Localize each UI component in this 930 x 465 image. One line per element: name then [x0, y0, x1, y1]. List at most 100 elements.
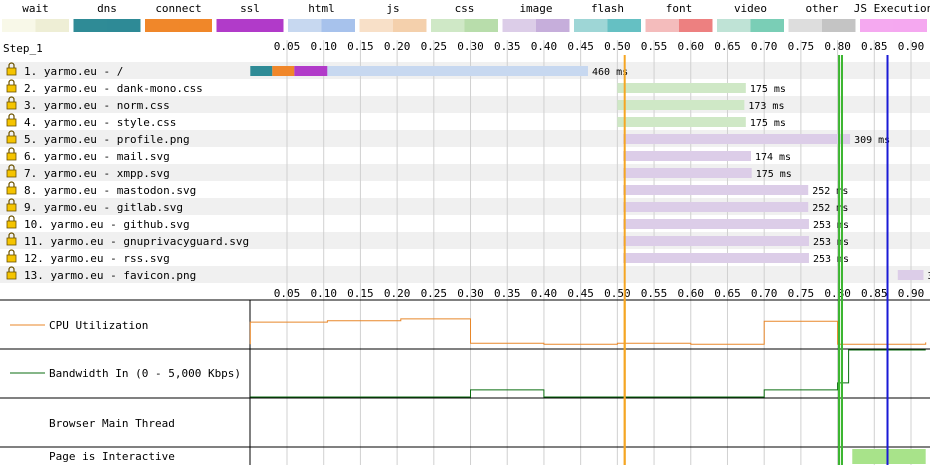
- lock-icon: [6, 84, 17, 93]
- legend-label-dns: dns: [97, 2, 117, 15]
- request-bar-html: [327, 66, 588, 76]
- legend-swatch-accent: [536, 19, 570, 32]
- request-bar-ssl: [294, 66, 328, 76]
- x-tick-label-top: 0.75: [788, 40, 815, 53]
- x-tick-label-bottom: 0.35: [494, 287, 521, 300]
- x-tick-label-bottom: 0.90: [898, 287, 925, 300]
- lock-icon-shackle: [8, 96, 15, 102]
- duration-label: 175 ms: [750, 84, 786, 95]
- legend-swatch-accent: [178, 19, 212, 32]
- legend-swatch-accent: [607, 19, 641, 32]
- request-label: 9. yarmo.eu - gitlab.svg: [24, 201, 183, 214]
- request-bar-css: [617, 83, 746, 93]
- request-bar-image: [623, 185, 809, 195]
- x-tick-label-top: 0.85: [861, 40, 888, 53]
- main-thread-label: Browser Main Thread: [49, 417, 175, 430]
- x-tick-label-bottom: 0.20: [384, 287, 411, 300]
- legend-label-html: html: [308, 2, 335, 15]
- x-tick-label-bottom: 0.45: [567, 287, 594, 300]
- x-tick-label-bottom: 0.55: [641, 287, 668, 300]
- x-tick-label-top: 0.10: [310, 40, 337, 53]
- legend-label-js: js: [386, 2, 399, 15]
- lock-icon: [6, 271, 17, 280]
- legend-swatch-accent: [107, 19, 141, 32]
- request-bar-dns: [250, 66, 273, 76]
- bandwidth-label: Bandwidth In (0 - 5,000 Kbps): [49, 367, 241, 380]
- request-bar-image: [623, 134, 851, 144]
- legend-label-wait: wait: [22, 2, 49, 15]
- duration-label: 173 ms: [748, 101, 784, 112]
- x-tick-label-bottom: 0.30: [457, 287, 484, 300]
- request-bar-css: [617, 117, 746, 127]
- legend-swatch-accent: [35, 19, 69, 32]
- lock-icon-shackle: [8, 232, 15, 238]
- legend-label-font: font: [666, 2, 693, 15]
- x-tick-label-bottom: 0.85: [861, 287, 888, 300]
- lock-icon: [6, 101, 17, 110]
- x-tick-label-bottom: 0.65: [714, 287, 741, 300]
- x-tick-label-top: 0.15: [347, 40, 374, 53]
- legend-label-video: video: [734, 2, 767, 15]
- legend-label-css: css: [455, 2, 475, 15]
- x-tick-label-top: 0.30: [457, 40, 484, 53]
- request-label: 4. yarmo.eu - style.css: [24, 116, 176, 129]
- request-bar-connect: [272, 66, 295, 76]
- legend-swatch-accent: [750, 19, 784, 32]
- lock-icon-shackle: [8, 79, 15, 85]
- x-tick-label-top: 0.80: [824, 40, 851, 53]
- x-tick-label-top: 0.05: [274, 40, 301, 53]
- x-tick-label-top: 0.70: [751, 40, 778, 53]
- request-label: 11. yarmo.eu - gnuprivacyguard.svg: [24, 235, 249, 248]
- lock-icon-shackle: [8, 249, 15, 255]
- cpu-label: CPU Utilization: [49, 319, 148, 332]
- legend-swatch-accent: [250, 19, 284, 32]
- legend-swatch-accent: [893, 19, 927, 32]
- request-label: 6. yarmo.eu - mail.svg: [24, 150, 170, 163]
- x-tick-label-bottom: 0.60: [678, 287, 705, 300]
- duration-label: 460 ms: [592, 67, 628, 78]
- legend-swatch-accent: [321, 19, 355, 32]
- lock-icon: [6, 254, 17, 263]
- x-tick-label-bottom: 0.80: [824, 287, 851, 300]
- lock-icon-shackle: [8, 266, 15, 272]
- x-tick-label-bottom: 0.40: [531, 287, 558, 300]
- request-bar-image: [623, 219, 809, 229]
- x-tick-label-top: 0.20: [384, 40, 411, 53]
- request-bar-image: [623, 202, 809, 212]
- x-tick-label-top: 0.65: [714, 40, 741, 53]
- x-tick-label-bottom: 0.05: [274, 287, 301, 300]
- lock-icon-shackle: [8, 164, 15, 170]
- step-label: Step_1: [3, 42, 43, 55]
- duration-label: 253 ms: [813, 220, 849, 231]
- lock-icon-shackle: [8, 181, 15, 187]
- request-bar-image: [897, 270, 924, 280]
- legend-swatch-accent: [464, 19, 498, 32]
- x-tick-label-top: 0.60: [678, 40, 705, 53]
- lock-icon-shackle: [8, 147, 15, 153]
- lock-icon: [6, 237, 17, 246]
- lock-icon: [6, 169, 17, 178]
- x-tick-label-top: 0.35: [494, 40, 521, 53]
- x-tick-label-bottom: 0.10: [310, 287, 337, 300]
- x-tick-label-bottom: 0.50: [604, 287, 631, 300]
- duration-label: 35 ms: [927, 271, 930, 282]
- lock-icon: [6, 203, 17, 212]
- duration-label: 175 ms: [750, 118, 786, 129]
- lock-icon: [6, 135, 17, 144]
- request-bar-image: [623, 253, 809, 263]
- interactive-bar: [852, 449, 926, 464]
- x-tick-label-top: 0.50: [604, 40, 631, 53]
- x-tick-label-top: 0.45: [567, 40, 594, 53]
- request-bar-image: [623, 151, 751, 161]
- x-tick-label-bottom: 0.70: [751, 287, 778, 300]
- legend-swatch-accent: [679, 19, 713, 32]
- x-tick-label-bottom: 0.15: [347, 287, 374, 300]
- legend-label-flash: flash: [591, 2, 624, 15]
- request-label: 8. yarmo.eu - mastodon.svg: [24, 184, 196, 197]
- request-label: 12. yarmo.eu - rss.svg: [24, 252, 170, 265]
- lock-icon: [6, 118, 17, 127]
- lock-icon: [6, 67, 17, 76]
- legend-label-connect: connect: [155, 2, 201, 15]
